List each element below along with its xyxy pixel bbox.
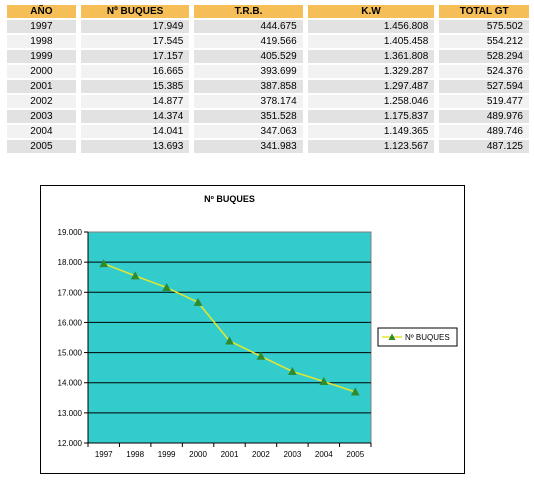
x-tick-label: 2000	[189, 450, 207, 459]
table-row: 1999 17.157 405.529 1.361.808 528.294	[7, 50, 529, 63]
x-tick-label: 2005	[346, 450, 364, 459]
cell-year: 1998	[7, 35, 76, 48]
cell-buques: 17.545	[80, 35, 190, 48]
cell-total-gt: 489.976	[439, 110, 529, 123]
cell-year: 2002	[7, 95, 76, 108]
cell-total-gt: 575.502	[439, 20, 529, 33]
cell-year: 1999	[7, 50, 76, 63]
y-tick-label: 13.000	[58, 409, 83, 418]
data-point	[256, 351, 266, 360]
cell-kw: 1.175.837	[307, 110, 435, 123]
cell-trb: 351.528	[194, 110, 303, 123]
header-year: AÑO	[7, 5, 76, 18]
cell-trb: 444.675	[194, 20, 303, 33]
data-point	[225, 336, 234, 345]
table-row: 2001 15.385 387.858 1.297.487 527.594	[7, 80, 529, 93]
cell-kw: 1.258.046	[307, 95, 435, 108]
cell-year: 1997	[7, 20, 76, 33]
data-point	[288, 366, 297, 375]
legend-label: Nº BUQUES	[405, 333, 450, 342]
y-tick-label: 19.000	[58, 228, 83, 237]
y-tick-label: 17.000	[58, 288, 83, 297]
y-tick-label: 14.000	[58, 379, 83, 388]
cell-buques: 14.877	[80, 95, 190, 108]
cell-total-gt: 487.125	[439, 140, 529, 153]
cell-buques: 14.374	[80, 110, 190, 123]
header-trb: T.R.B.	[194, 5, 303, 18]
cell-kw: 1.329.287	[307, 65, 435, 78]
table-row: 2000 16.665 393.699 1.329.287 524.376	[7, 65, 529, 78]
cell-kw: 1.405.458	[307, 35, 435, 48]
legend-marker	[388, 333, 396, 340]
cell-buques: 14.041	[80, 125, 190, 138]
x-tick-label: 1999	[158, 450, 176, 459]
table-row: 1997 17.949 444.675 1.456.808 575.502	[7, 20, 529, 33]
cell-kw: 1.361.808	[307, 50, 435, 63]
x-tick-label: 2002	[252, 450, 270, 459]
cell-total-gt: 524.376	[439, 65, 529, 78]
chart-title: Nº BUQUES	[204, 194, 255, 204]
x-tick-label: 2004	[315, 450, 333, 459]
header-kw: K.W	[307, 5, 435, 18]
table-row: 2002 14.877 378.174 1.258.046 519.477	[7, 95, 529, 108]
data-point	[319, 376, 329, 385]
cell-buques: 17.157	[80, 50, 190, 63]
y-tick-label: 16.000	[58, 318, 83, 327]
cell-kw: 1.149.365	[307, 125, 435, 138]
data-table: AÑO Nº BUQUES T.R.B. K.W TOTAL GT 1997 1…	[2, 3, 534, 155]
chart-frame: Nº BUQUES 19.000 18.000 17.000 16.000 15.000 1…	[40, 185, 465, 474]
cell-year: 2004	[7, 125, 76, 138]
data-point	[99, 259, 109, 268]
header-buques: Nº BUQUES	[80, 5, 190, 18]
cell-total-gt: 519.477	[439, 95, 529, 108]
data-point	[130, 271, 140, 280]
x-tick-label: 1997	[95, 450, 113, 459]
data-point	[350, 387, 360, 396]
cell-buques: 16.665	[80, 65, 190, 78]
data-point	[193, 297, 203, 306]
cell-year: 2005	[7, 140, 76, 153]
x-tick-label: 1998	[126, 450, 144, 459]
y-tick-label: 12.000	[58, 439, 83, 448]
cell-trb: 405.529	[194, 50, 303, 63]
header-total-gt: TOTAL GT	[439, 5, 529, 18]
cell-trb: 387.858	[194, 80, 303, 93]
data-point	[162, 282, 171, 292]
cell-kw: 1.123.567	[307, 140, 435, 153]
cell-trb: 378.174	[194, 95, 303, 108]
table-header-row: AÑO Nº BUQUES T.R.B. K.W TOTAL GT	[7, 5, 529, 18]
cell-year: 2001	[7, 80, 76, 93]
cell-total-gt: 527.594	[439, 80, 529, 93]
cell-year: 2000	[7, 65, 76, 78]
y-tick-label: 15.000	[58, 349, 83, 358]
legend-box	[377, 327, 458, 347]
table-row: 2005 13.693 341.983 1.123.567 487.125	[7, 140, 529, 153]
line-chart: Nº BUQUES 19.000 18.000 17.000 16.000 15.000 1…	[58, 194, 458, 459]
x-tick-label: 2003	[283, 450, 301, 459]
cell-buques: 17.949	[80, 20, 190, 33]
table-row: 2004 14.041 347.063 1.149.365 489.746	[7, 125, 529, 138]
cell-buques: 13.693	[80, 140, 190, 153]
cell-total-gt: 554.212	[439, 35, 529, 48]
table-row: 1998 17.545 419.566 1.405.458 554.212	[7, 35, 529, 48]
cell-trb: 419.566	[194, 35, 303, 48]
y-tick-label: 18.000	[58, 258, 83, 267]
x-tick-label: 2001	[221, 450, 239, 459]
cell-year: 2003	[7, 110, 76, 123]
cell-kw: 1.456.808	[307, 20, 435, 33]
table-row: 2003 14.374 351.528 1.175.837 489.976	[7, 110, 529, 123]
cell-trb: 341.983	[194, 140, 303, 153]
cell-kw: 1.297.487	[307, 80, 435, 93]
cell-total-gt: 489.746	[439, 125, 529, 138]
cell-trb: 393.699	[194, 65, 303, 78]
cell-trb: 347.063	[194, 125, 303, 138]
cell-buques: 15.385	[80, 80, 190, 93]
cell-total-gt: 528.294	[439, 50, 529, 63]
